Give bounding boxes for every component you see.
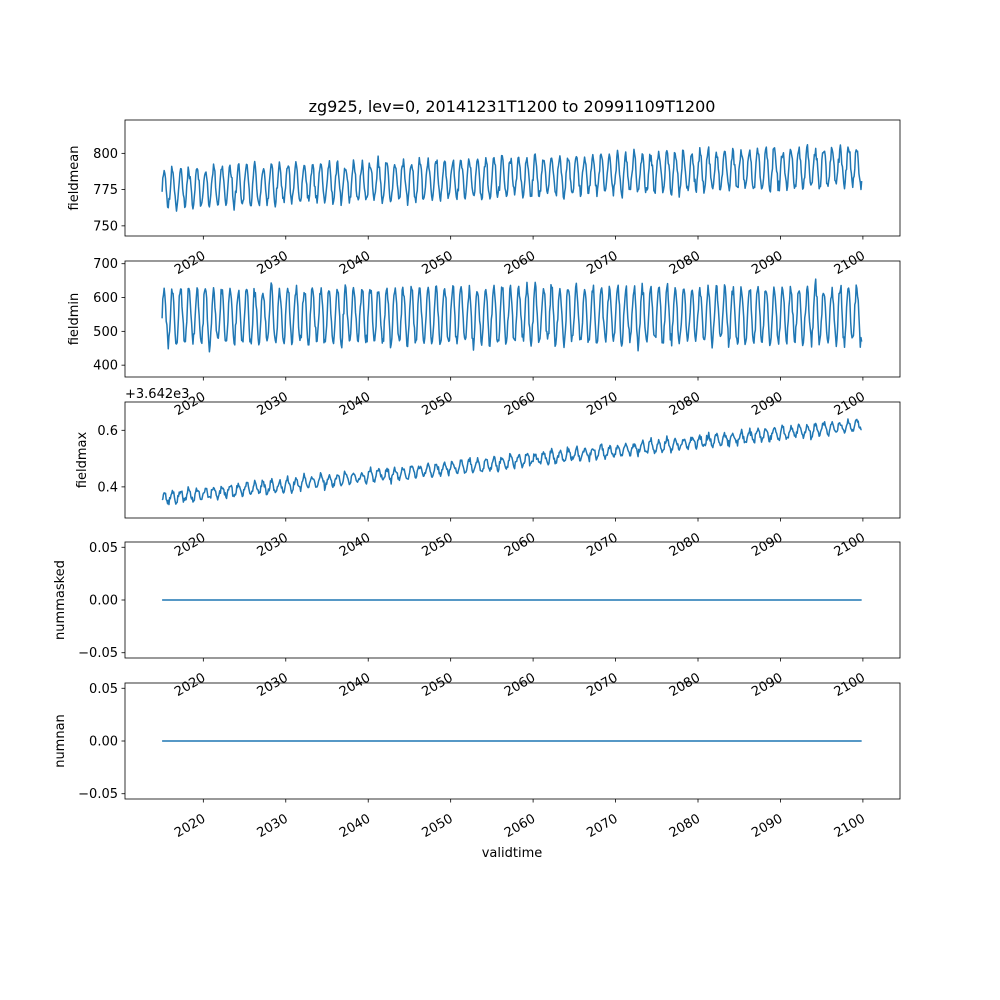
nummasked-x-tick-label: 2070 [584, 670, 620, 700]
fieldmax-x-tick-label: 2060 [502, 530, 538, 560]
fieldmin-y-tick-label: 600 [93, 291, 118, 306]
nummasked-y-tick-label: 0.05 [89, 541, 118, 556]
numnan-x-tick-label: 2040 [337, 811, 373, 841]
fieldmin-x-tick-label: 2060 [502, 389, 538, 419]
fieldmin-x-tick-label: 2070 [584, 389, 620, 419]
numnan-x-tick-label: 2050 [420, 811, 456, 841]
nummasked-x-tick-label: 2090 [749, 670, 785, 700]
fieldmean-x-tick-label: 2030 [255, 248, 291, 278]
fieldmean-series-line [161, 143, 863, 212]
fieldmin-x-tick-label: 2090 [749, 389, 785, 419]
numnan-y-tick-label: 0.05 [89, 682, 118, 697]
nummasked-y-axis-label: nummasked [53, 560, 68, 640]
fieldmax-x-tick-label: 2050 [420, 530, 456, 560]
subplot-fieldmax: 0.4 0.6 2020 2030 2040 2050 2060 2070 2080 2090 21… [75, 387, 901, 560]
subplot-panels: 750 775 800 2020 2030 2040 2050 2060 2070 2080 209… [53, 119, 901, 841]
fieldmin-y-axis-label: fieldmin [67, 293, 82, 346]
subplot-numnan: −0.05 0.00 0.05 2020 2030 2040 2050 2060 2070 208… [53, 682, 901, 841]
fieldmax-x-tick-label: 2030 [255, 530, 291, 560]
fieldmin-axes-frame [124, 260, 901, 378]
fieldmean-x-tick-label: 2080 [667, 248, 703, 278]
fieldmin-x-tick-label: 2050 [420, 389, 456, 419]
subplot-fieldmean: 750 775 800 2020 2030 2040 2050 2060 2070 2080 209… [67, 119, 901, 278]
fieldmean-y-tick-label: 750 [93, 219, 118, 234]
numnan-x-tick-label: 2060 [502, 811, 538, 841]
chart-title: zg925, lev=0, 20141231T1200 to 20991109T… [309, 97, 716, 116]
subplot-nummasked: −0.05 0.00 0.05 2020 2030 2040 2050 2060 2070 208… [53, 541, 901, 700]
nummasked-x-tick-label: 2080 [667, 670, 703, 700]
fieldmean-x-tick-label: 2050 [420, 248, 456, 278]
numnan-x-tick-label: 2070 [584, 811, 620, 841]
fieldmean-y-tick-label: 775 [93, 183, 118, 198]
fieldmax-x-tick-label: 2100 [832, 530, 868, 560]
fieldmean-x-tick-label: 2040 [337, 248, 373, 278]
nummasked-x-tick-label: 2030 [255, 670, 291, 700]
numnan-y-tick-label: 0.00 [89, 735, 118, 750]
nummasked-y-tick-label: 0.00 [89, 594, 118, 609]
nummasked-x-tick-label: 2060 [502, 670, 538, 700]
numnan-x-tick-label: 2030 [255, 811, 291, 841]
fieldmean-y-axis-label: fieldmean [67, 146, 82, 211]
fieldmin-y-tick-label: 400 [93, 359, 118, 374]
x-axis-label: validtime [482, 846, 543, 861]
fieldmin-y-tick-label: 700 [93, 257, 118, 272]
fieldmean-x-tick-label: 2070 [584, 248, 620, 278]
fieldmin-x-tick-label: 2100 [832, 389, 868, 419]
fieldmax-x-tick-label: 2040 [337, 530, 373, 560]
numnan-y-tick-label: −0.05 [78, 787, 118, 802]
fieldmean-x-tick-label: 2060 [502, 248, 538, 278]
fieldmax-x-tick-label: 2090 [749, 530, 785, 560]
numnan-y-axis-label: numnan [53, 714, 68, 768]
nummasked-y-tick-label: −0.05 [78, 646, 118, 661]
fieldmax-x-tick-label: 2070 [584, 530, 620, 560]
fieldmax-y-tick-label: 0.4 [97, 480, 118, 495]
fieldmin-x-tick-label: 2080 [667, 389, 703, 419]
fieldmax-x-tick-label: 2020 [172, 530, 208, 560]
fieldmin-x-tick-label: 2030 [255, 389, 291, 419]
fieldmean-x-tick-label: 2100 [832, 248, 868, 278]
fieldmean-axes-frame [124, 119, 901, 237]
numnan-x-tick-label: 2080 [667, 811, 703, 841]
numnan-x-tick-label: 2100 [832, 811, 868, 841]
fieldmean-x-tick-label: 2020 [172, 248, 208, 278]
fieldmean-x-tick-label: 2090 [749, 248, 785, 278]
fieldmax-y-axis-label: fieldmax [75, 432, 90, 489]
nummasked-x-tick-label: 2040 [337, 670, 373, 700]
fieldmax-y-tick-label: 0.6 [97, 424, 118, 439]
fieldmin-y-tick-label: 500 [93, 325, 118, 340]
nummasked-x-tick-label: 2050 [420, 670, 456, 700]
numnan-x-tick-label: 2020 [172, 811, 208, 841]
fieldmean-y-tick-label: 800 [93, 147, 118, 162]
numnan-x-tick-label: 2090 [749, 811, 785, 841]
nummasked-x-tick-label: 2020 [172, 670, 208, 700]
fieldmax-series-line [161, 418, 862, 506]
fieldmin-series-line [161, 278, 863, 353]
nummasked-x-tick-label: 2100 [832, 670, 868, 700]
fieldmax-axes-frame [124, 401, 901, 519]
fieldmax-offset-label: +3.642e3 [125, 387, 189, 402]
fieldmax-x-tick-label: 2080 [667, 530, 703, 560]
fieldmin-x-tick-label: 2040 [337, 389, 373, 419]
